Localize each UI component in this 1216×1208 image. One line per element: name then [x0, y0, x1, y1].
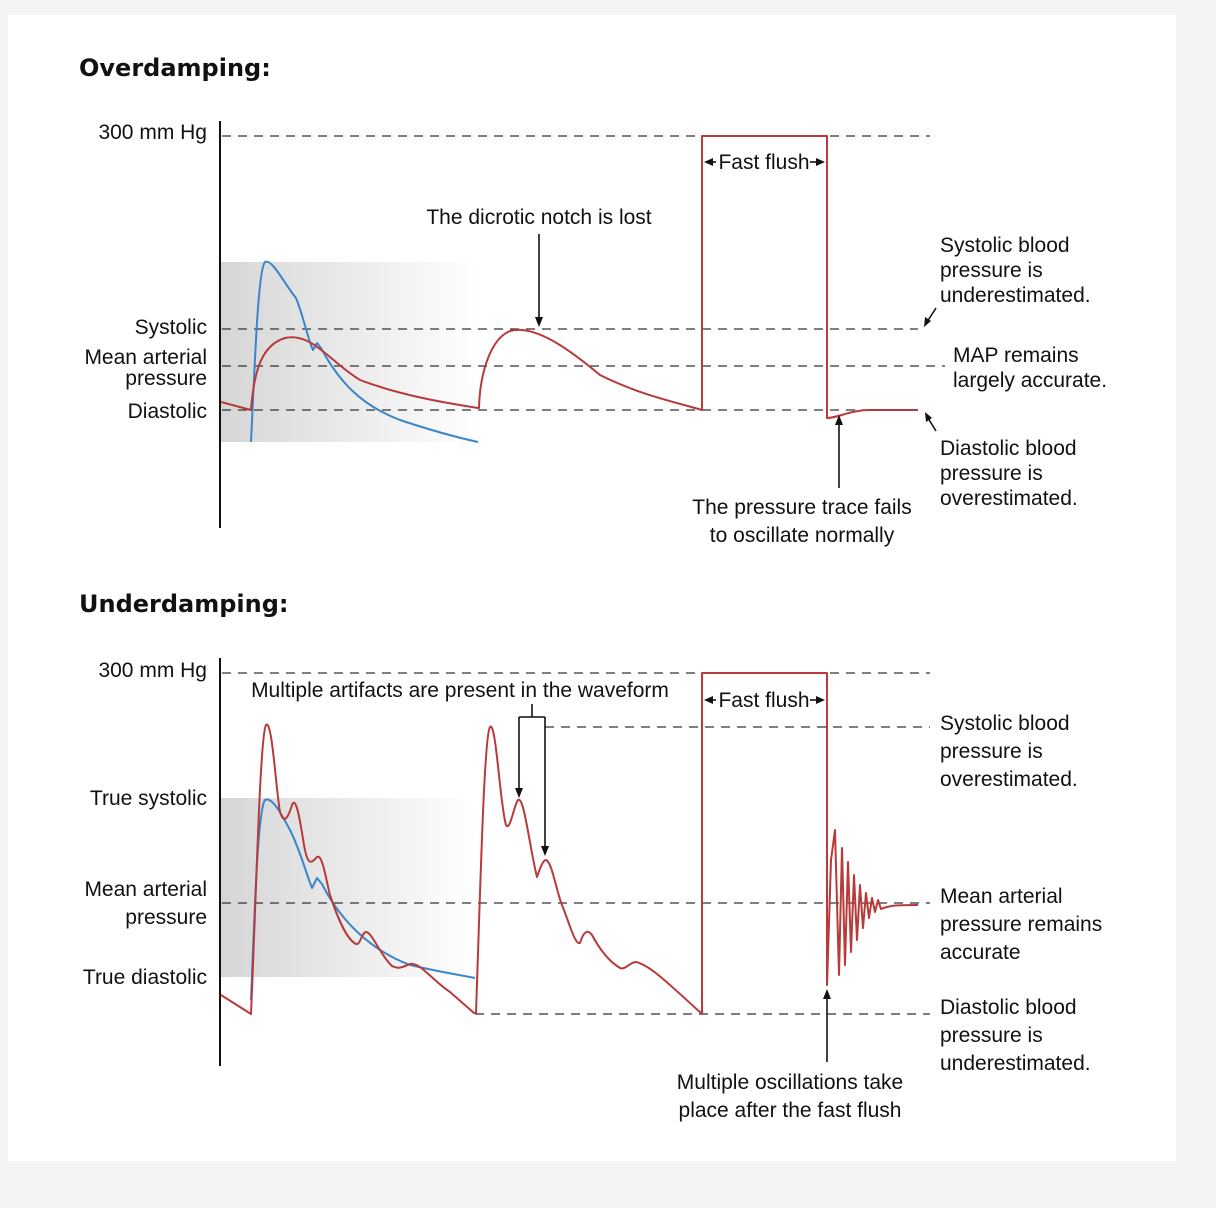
overdamping-label-systolic: Systolic [135, 316, 207, 339]
underdamping-artifacts-note: Multiple artifacts are present in the wa… [251, 679, 669, 702]
svg-text:accurate: accurate [940, 941, 1021, 964]
overdamping-normal-band [221, 262, 479, 442]
svg-text:pressure is: pressure is [940, 462, 1043, 485]
underdamping-oscillations-note: Multiple oscillations take place after t… [677, 1071, 903, 1122]
underdamping-label-map-2: pressure [125, 906, 207, 929]
overdamping-fast-flush-text: Fast flush [718, 151, 809, 174]
overdamping-trace-note: The pressure trace fails to oscillate no… [692, 496, 911, 547]
svg-text:MAP remains: MAP remains [953, 344, 1079, 367]
underdamping-label-systolic: True systolic [90, 787, 207, 810]
svg-text:Diastolic blood: Diastolic blood [940, 996, 1077, 1019]
svg-text:Mean arterial: Mean arterial [940, 885, 1063, 908]
svg-text:overestimated.: overestimated. [940, 768, 1078, 791]
overdamping-section: Overdamping: 300 mm Hg Systolic Mean art… [79, 54, 1107, 547]
svg-text:pressure remains: pressure remains [940, 913, 1102, 936]
overdamping-label-300: 300 mm Hg [98, 121, 207, 144]
diagram-panel [8, 15, 1176, 1161]
underdamping-systolic-note: Systolic blood pressure is overestimated… [940, 712, 1078, 791]
overdamping-diastolic-arrow [927, 417, 937, 432]
overdamping-notch-note: The dicrotic notch is lost [426, 206, 651, 229]
underdamping-label-300: 300 mm Hg [98, 659, 207, 682]
svg-text:Systolic blood: Systolic blood [940, 234, 1070, 257]
underdamping-damped-waveform [220, 672, 919, 1015]
underdamping-label-diastolic: True diastolic [83, 966, 207, 989]
overdamping-fast-flush-label: Fast flush [704, 151, 825, 174]
underdamping-normal-band [221, 798, 475, 977]
underdamping-map-note: Mean arterial pressure remains accurate [940, 885, 1102, 964]
overdamping-damped-waveform [220, 135, 918, 419]
underdamping-heading: Underdamping: [79, 590, 289, 618]
svg-text:Systolic blood: Systolic blood [940, 712, 1070, 735]
svg-text:The pressure trace fails: The pressure trace fails [692, 496, 911, 519]
underdamping-artifacts-bracket [515, 704, 549, 856]
overdamping-heading: Overdamping: [79, 54, 271, 82]
svg-text:largely accurate.: largely accurate. [953, 369, 1107, 392]
svg-text:underestimated.: underestimated. [940, 1052, 1091, 1075]
svg-text:Multiple oscillations take: Multiple oscillations take [677, 1071, 903, 1094]
underdamping-fast-flush-label: Fast flush [704, 689, 825, 712]
svg-text:overestimated.: overestimated. [940, 487, 1078, 510]
svg-text:pressure is: pressure is [940, 1024, 1043, 1047]
underdamping-diastolic-note: Diastolic blood pressure is underestimat… [940, 996, 1091, 1075]
svg-text:Diastolic blood: Diastolic blood [940, 437, 1077, 460]
overdamping-label-map-1: Mean arterial [84, 346, 207, 369]
svg-text:underestimated.: underestimated. [940, 284, 1091, 307]
overdamping-label-diastolic: Diastolic [128, 400, 207, 423]
svg-text:to oscillate normally: to oscillate normally [710, 524, 895, 547]
overdamping-label-map-2: pressure [125, 367, 207, 390]
svg-text:pressure is: pressure is [940, 740, 1043, 763]
overdamping-map-note: MAP remains largely accurate. [953, 344, 1107, 392]
svg-text:place after the fast flush: place after the fast flush [679, 1099, 902, 1122]
overdamping-diastolic-note: Diastolic blood pressure is overestimate… [940, 437, 1078, 510]
underdamping-fast-flush-text: Fast flush [718, 689, 809, 712]
overdamping-systolic-note: Systolic blood pressure is underestimate… [940, 234, 1091, 307]
svg-text:pressure is: pressure is [940, 259, 1043, 282]
underdamping-section: Underdamping: 300 mm Hg True systolic Me… [79, 590, 1102, 1122]
overdamping-normal-waveform [250, 260, 479, 443]
underdamping-label-map-1: Mean arterial [84, 878, 207, 901]
